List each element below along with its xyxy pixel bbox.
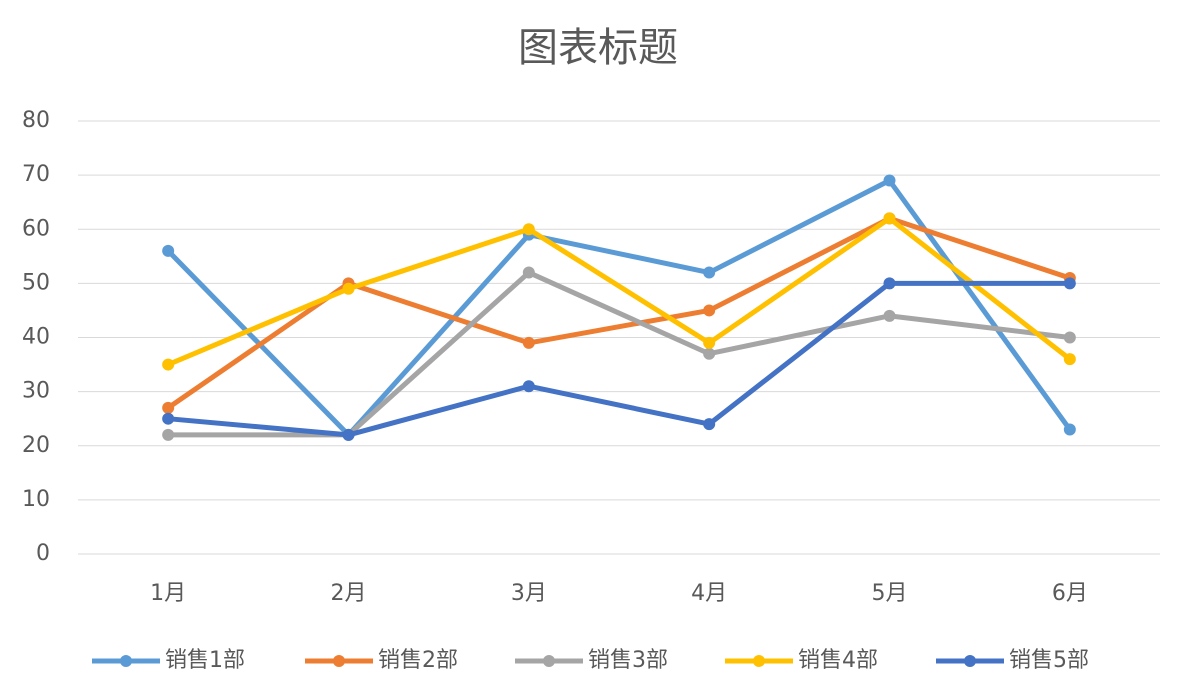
series-line — [166, 178, 1072, 438]
legend-marker — [333, 655, 345, 667]
y-tick-label: 70 — [22, 162, 50, 187]
legend-label: 销售4部 — [798, 648, 878, 673]
legend-label: 销售5部 — [1009, 648, 1089, 673]
x-tick-label: 5月 — [872, 581, 908, 606]
data-point — [162, 401, 175, 414]
y-tick-label: 50 — [22, 270, 50, 295]
legend-marker — [543, 655, 555, 667]
y-tick-label: 0 — [36, 541, 50, 566]
data-point — [1063, 331, 1076, 344]
y-tick-label: 20 — [22, 433, 50, 458]
data-point — [883, 174, 896, 187]
series-line — [167, 215, 1072, 367]
y-tick-label: 30 — [22, 379, 50, 404]
data-point — [162, 428, 175, 441]
data-point — [703, 347, 716, 360]
series-line — [167, 280, 1070, 438]
legend-label: 销售2部 — [378, 648, 458, 673]
legend-marker — [120, 655, 132, 667]
y-tick-label: 40 — [22, 325, 50, 350]
x-tick-label: 2月 — [331, 581, 367, 606]
data-point — [703, 266, 716, 279]
series-line — [168, 270, 1071, 438]
data-point — [162, 412, 175, 425]
x-tick-label: 3月 — [511, 581, 547, 606]
legend-label: 销售1部 — [165, 648, 245, 673]
x-tick-label: 6月 — [1052, 581, 1088, 606]
data-point — [522, 336, 535, 349]
data-point — [342, 428, 355, 441]
chart-title: 图表标题 — [518, 25, 678, 71]
data-point — [883, 309, 896, 322]
y-tick-label: 80 — [22, 108, 50, 133]
data-point — [1063, 423, 1076, 436]
data-point — [703, 336, 716, 349]
data-point — [522, 380, 535, 393]
data-point — [162, 358, 175, 371]
data-point — [162, 244, 175, 257]
legend-marker — [753, 655, 765, 667]
y-tick-label: 60 — [22, 216, 50, 241]
data-point — [342, 282, 355, 295]
data-point — [522, 266, 535, 279]
y-tick-label: 10 — [22, 487, 50, 512]
data-point — [883, 277, 896, 290]
data-point — [1063, 353, 1076, 366]
data-point — [522, 223, 535, 236]
x-tick-label: 1月 — [150, 581, 186, 606]
data-point — [1063, 277, 1076, 290]
data-point — [703, 418, 716, 431]
data-point — [883, 212, 896, 225]
legend-marker — [964, 655, 976, 667]
x-tick-label: 4月 — [691, 581, 727, 606]
data-point — [703, 304, 716, 317]
legend-label: 销售3部 — [588, 648, 668, 673]
